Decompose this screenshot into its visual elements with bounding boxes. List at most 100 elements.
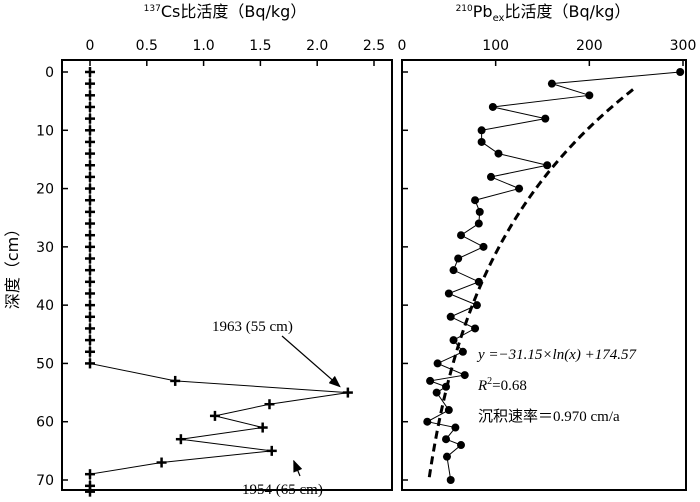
y-tick-label: 0 (45, 65, 54, 81)
cs137-point (85, 253, 95, 264)
pb210-point (477, 137, 486, 146)
pb210-point (444, 406, 453, 415)
cs137-point (85, 78, 95, 89)
pb210-point (433, 359, 442, 368)
cs137-title-sup: 137 (144, 4, 161, 14)
fit-r2-value: =0.68 (492, 378, 527, 394)
cs137-title: 137Cs比活度（Bq/kg） (144, 2, 307, 21)
cs137-point (85, 183, 95, 194)
pb210-point (457, 231, 466, 240)
y-tick-label: 10 (36, 123, 54, 139)
pb210-point (472, 301, 481, 310)
annotation-1954: 1954 (65 cm) (242, 482, 323, 498)
pb210-point (446, 476, 455, 484)
cs137-x-tick-label: 0 (86, 38, 95, 54)
pb210-point (541, 114, 550, 123)
cs137-point (85, 195, 95, 206)
pb210-point (488, 102, 497, 111)
arrow-1963 (281, 335, 341, 388)
y-axis-label: 深度（cm） (3, 221, 22, 309)
cs137-panel: 0 0.5 1.0 1.5 2.0 2.5 0 10 20 30 40 50 60 70 (36, 38, 393, 497)
pb210-point (475, 207, 484, 216)
pb210-point (486, 172, 495, 181)
y-tick-label: 40 (36, 298, 54, 314)
cs137-title-main: Cs比活度（Bq/kg） (161, 2, 306, 21)
cs137-point (85, 469, 95, 480)
cs137-point (85, 206, 95, 217)
pb210-point (451, 423, 460, 432)
cs137-point (85, 101, 95, 112)
cs137-point (85, 67, 95, 77)
cs137-point (85, 300, 95, 311)
pb210-title: 210Pbex比活度（Bq/kg） (456, 2, 631, 24)
cs137-point (85, 288, 95, 299)
pb210-point (479, 242, 488, 251)
cs137-point (85, 323, 95, 334)
cs137-point (85, 230, 95, 241)
pb210-point (432, 388, 441, 397)
fit-r2: R2=0.68 (477, 376, 527, 394)
cs137-point (85, 160, 95, 171)
cs137-point (209, 410, 220, 421)
pb210-point (449, 266, 458, 275)
pb210-point (442, 452, 451, 461)
fit-rate: 沉积速率＝0.970 cm/a (478, 408, 620, 425)
cs137-point (85, 276, 95, 287)
fit-r2-sup: 2 (487, 376, 492, 387)
fit-r2-r: R (477, 378, 487, 394)
pb210-point (423, 417, 432, 426)
pb210-frame (401, 59, 687, 491)
pb210-title-main: Pb (473, 2, 493, 21)
cs137-point (85, 358, 95, 369)
cs137-series-line (89, 72, 348, 492)
cs137-point (170, 375, 181, 386)
cs137-point (85, 136, 95, 147)
cs137-point (266, 445, 277, 456)
cs137-x-tick-label: 1.5 (249, 38, 271, 54)
cs137-point (85, 311, 95, 322)
pb210-point (471, 324, 480, 333)
cs137-point (85, 113, 95, 124)
cs137-point (85, 125, 95, 136)
cs137-point (85, 148, 95, 159)
cs137-point (85, 265, 95, 276)
annotation-1963: 1963 (55 cm) (212, 319, 293, 335)
cs137-point (156, 457, 167, 468)
pb210-point (458, 347, 467, 356)
pb210-x-tick-label: 300 (670, 38, 697, 54)
pb210-title-sub: ex (493, 13, 505, 24)
cs137-point (175, 434, 186, 445)
pb210-point (474, 219, 483, 228)
pb210-title-rest: 比活度（Bq/kg） (504, 2, 630, 21)
pb210-point (449, 336, 458, 345)
cs137-point (257, 422, 268, 433)
pb210-point (515, 184, 524, 193)
y-tick-label: 30 (36, 240, 54, 256)
pb210-x-tick-label: 100 (482, 38, 509, 54)
cs137-point (264, 399, 275, 410)
arrow-1954 (293, 459, 303, 477)
cs137-x-tick-label: 1.0 (192, 38, 214, 54)
fit-curve (427, 88, 634, 481)
cs137-point (85, 486, 95, 497)
pb210-point (426, 376, 435, 385)
pb210-point (457, 441, 466, 450)
pb210-point (446, 312, 455, 321)
pb210-point (676, 68, 685, 76)
y-tick-label: 70 (36, 473, 54, 489)
cs137-point (85, 218, 95, 229)
cs137-x-tick-label: 2.5 (363, 38, 385, 54)
pb210-point (460, 371, 469, 380)
y-tick-label: 20 (36, 182, 54, 198)
pb210-point (444, 289, 453, 298)
pb210-point (585, 91, 594, 100)
pb210-point (454, 254, 463, 263)
cs137-x-tick-label: 0.5 (136, 38, 158, 54)
cs137-x-tick-label: 2.0 (306, 38, 328, 54)
pb210-point (547, 79, 556, 88)
pb210-point (494, 149, 503, 158)
pb210-point (543, 161, 552, 170)
cs137-point (85, 346, 95, 357)
cs137-point (85, 241, 95, 252)
